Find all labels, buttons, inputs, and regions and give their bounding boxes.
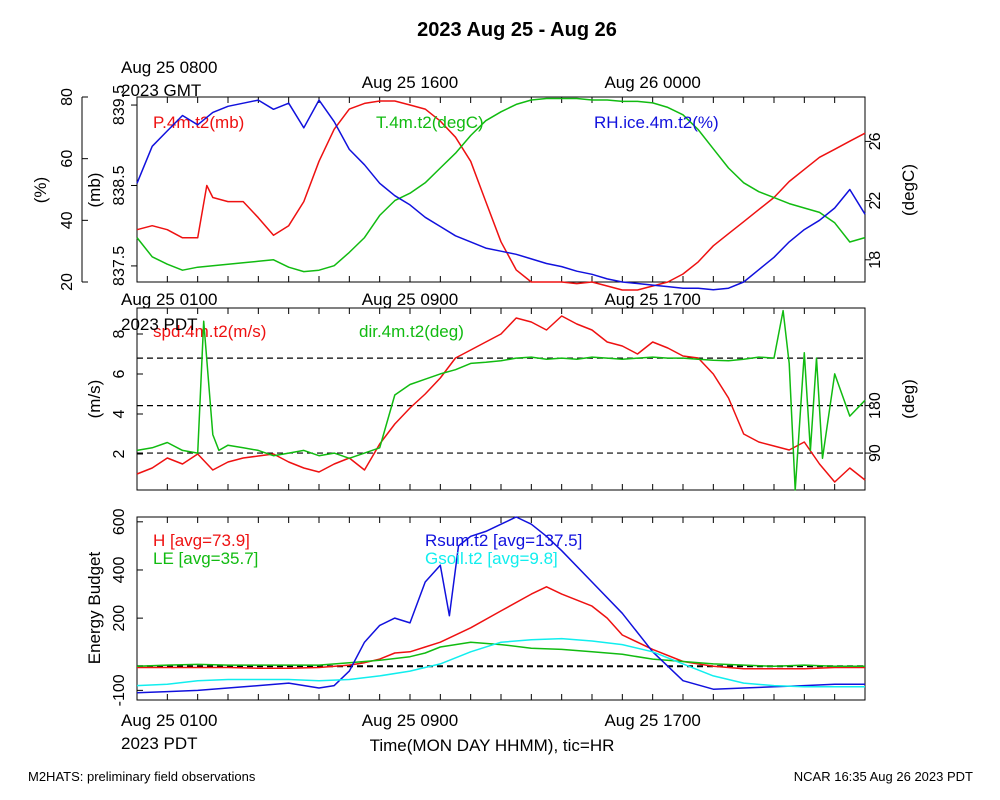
pct-axis-label: (%) [31,177,50,203]
bottom-time-label: Aug 25 0100 [121,711,217,730]
speed-tick-label: 6 [111,369,128,378]
gmt-time-label: Aug 25 0800 [121,58,217,77]
pct-tick-label: 60 [59,150,76,168]
speed-tick-label: 2 [111,449,128,458]
speed-tick-label: 4 [111,409,128,418]
series-rh-line [136,99,866,291]
series-p-line [136,100,866,291]
footer-right: NCAR 16:35 Aug 26 2023 PDT [794,769,973,784]
series-gsoil-line [136,637,865,688]
energy-axis-label: Energy Budget [85,551,104,664]
degc-tick-label: 18 [867,251,884,269]
series-rsum-line [136,516,865,694]
series-t-line [136,97,866,273]
pdt-time-label: Aug 25 0900 [362,290,458,309]
time-axis-label: Time(MON DAY HHMM), tic=HR [370,736,615,755]
legend-dir: dir.4m.t2(deg) [359,322,464,341]
legend-p: P.4m.t2(mb) [153,113,244,132]
legend-h: H [avg=73.9] [153,531,250,550]
gmt-year-label: 2023 GMT [121,81,201,100]
bottom-year-label: 2023 PDT [121,734,198,753]
energy-tick-label: -100 [111,674,128,706]
series-spd-line [136,315,866,483]
footer-left: M2HATS: preliminary field observations [28,769,256,784]
gmt-time-label: Aug 25 1600 [362,73,458,92]
series-h-line [137,586,865,670]
energy-tick-label: 400 [111,557,128,584]
energy-tick-label: 600 [111,508,128,535]
legend-spd: spd.4m.t2(m/s) [153,322,266,341]
pdt-time-label: Aug 25 0100 [121,290,217,309]
energy-tick-label: 200 [111,605,128,632]
direction-tick-label: 180 [867,392,884,419]
gmt-time-label: Aug 26 0000 [604,73,700,92]
mb-axis-label: (mb) [85,173,104,208]
series-dir-line [136,309,866,491]
mb-tick-label: 838.5 [111,165,128,205]
legend-rh: RH.ice.4m.t2(%) [594,113,719,132]
pct-tick-label: 80 [59,88,76,106]
speed-tick-label: 8 [111,329,128,338]
legend-t: T.4m.t2(degC) [376,113,484,132]
legend-gsoil: Gsoil.t2 [avg=9.8] [425,549,558,568]
mb-tick-label: 839.5 [111,85,128,125]
bottom-time-label: Aug 25 1700 [604,711,700,730]
mb-tick-label: 837.5 [111,246,128,286]
pct-tick-label: 20 [59,273,76,291]
pdt-time-label: Aug 25 1700 [604,290,700,309]
chart-title: 2023 Aug 25 - Aug 26 [417,19,617,41]
degc-tick-label: 26 [867,132,884,150]
bottom-time-label: Aug 25 0900 [362,711,458,730]
series-le-line [136,641,865,668]
legend-rsum: Rsum.t2 [avg=137.5] [425,531,582,550]
degc-tick-label: 22 [867,192,884,210]
direction-axis-label: (deg) [899,379,918,419]
pdt-year-label: 2023 PDT [121,315,198,334]
speed-axis-label: (m/s) [85,380,104,419]
degc-axis-label: (degC) [899,164,918,216]
legend-le: LE [avg=35.7] [153,549,258,568]
pct-tick-label: 40 [59,211,76,229]
direction-tick-label: 90 [867,444,884,462]
